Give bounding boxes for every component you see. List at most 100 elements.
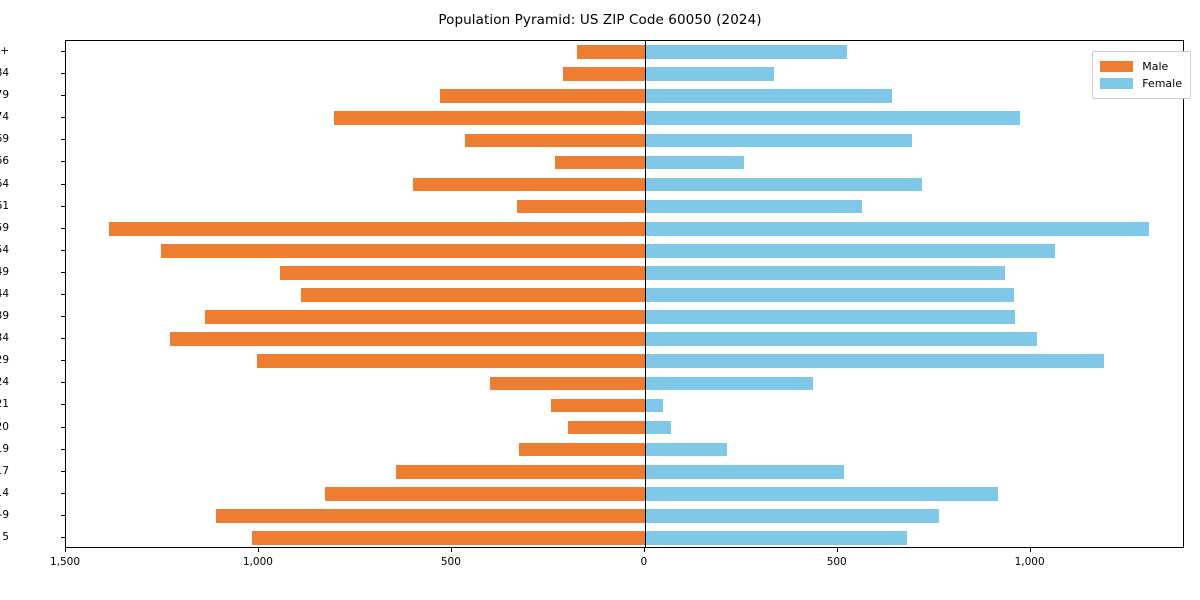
bar-male-22-24 [490,376,645,391]
bar-row [66,420,1183,435]
x-tick-mark [65,548,66,552]
bar-row [66,354,1183,369]
bar-row [66,111,1183,126]
y-tick-mark [61,448,65,450]
bar-row [66,243,1183,258]
bar-female-67-69 [644,133,913,148]
y-tick-label: 20 [0,420,9,433]
y-tick-mark [61,338,65,340]
x-tick-label: 1,000 [1014,556,1045,568]
bar-male-45-49 [280,266,645,280]
bar-female-50-54 [644,243,1055,258]
y-tick-label: 65-66 [0,155,9,168]
y-tick-label: 55-59 [0,221,9,234]
bar-female-85- [644,45,848,59]
y-tick-label: 18-19 [0,442,9,455]
y-tick-label: 60-61 [0,199,9,212]
bar-row [66,464,1183,479]
bar-row [66,155,1183,170]
y-tick-label: 22-24 [0,376,9,389]
legend-label-male: Male [1142,60,1169,73]
bar-row [66,89,1183,104]
bar-male-70-74 [334,111,645,126]
y-tick-mark [61,536,65,538]
zero-axis-line [644,41,646,547]
legend-item-female[interactable]: Female [1100,75,1182,92]
bar-row [66,531,1183,545]
bar-female-20 [644,420,672,435]
y-tick-mark [61,51,65,53]
legend-item-male[interactable]: Male [1100,58,1182,75]
x-tick-mark [836,548,838,552]
y-tick-mark [61,271,65,273]
y-tick-label: 35-39 [0,310,9,323]
bar-male-5-9 [216,509,645,523]
bar-female-10-14 [644,486,998,501]
bar-female-25-29 [644,354,1104,369]
y-tick-mark [61,161,65,163]
bar-row [66,332,1183,346]
y-tick-mark [61,139,65,141]
bar-row [66,266,1183,280]
bar-row [66,376,1183,391]
bar-male-62-64 [413,177,645,192]
x-tick-mark [257,548,259,552]
bar-male-50-54 [161,243,645,258]
bar-male-35-39 [204,310,645,324]
bar-row [66,199,1183,214]
x-tick-label: 0 [640,556,648,568]
y-tick-label: 70-74 [0,111,9,124]
bar-row [66,177,1183,192]
bar-male-85- [577,45,645,59]
bar-male-21 [551,398,645,413]
bar-male-80-84 [562,67,645,81]
y-tick-mark [61,492,65,494]
legend-label-female: Female [1142,77,1182,90]
bar-row [66,509,1183,523]
bar-row [66,398,1183,413]
bar-male-10-14 [325,486,645,501]
bar-female-22-24 [644,376,814,391]
bar-male-25-29 [257,354,645,369]
y-tick-mark [61,294,65,295]
bar-female-60-61 [644,199,862,214]
y-tick-label: 15-17 [0,464,9,477]
bar-row [66,486,1183,501]
y-tick-mark [61,426,65,428]
y-tick-label: 67-69 [0,133,9,146]
y-tick-label: 45-49 [0,265,9,278]
y-tick-mark [61,117,65,119]
bar-female-70-74 [644,111,1020,126]
bar-female-65-66 [644,155,745,170]
y-tick-label: 50-54 [0,243,9,256]
bar-female-under-5 [644,531,908,545]
y-tick-label: 75-79 [0,89,9,102]
y-tick-label: 40-44 [0,288,9,300]
y-tick-label: 30-34 [0,332,9,345]
bar-female-18-19 [644,442,727,457]
x-tick-label: 500 [440,556,461,568]
y-tick-label: 10-14 [0,486,9,499]
bar-female-30-34 [644,332,1037,346]
bar-female-35-39 [644,310,1016,324]
y-tick-mark [61,382,65,384]
bar-male-67-69 [465,133,645,148]
bar-row [66,442,1183,457]
y-tick-mark [61,404,65,406]
bar-row [66,288,1183,302]
bar-male-15-17 [395,464,645,479]
y-tick-mark [61,470,65,472]
bar-female-5-9 [644,509,939,523]
y-tick-mark [61,514,65,516]
bar-male-75-79 [440,89,645,104]
bars-layer [66,41,1183,547]
x-tick-label: 1,000 [242,556,273,568]
bar-female-62-64 [644,177,922,192]
x-tick-mark [643,548,645,552]
bar-row [66,310,1183,324]
legend-swatch-female [1100,78,1134,89]
bar-row [66,67,1183,81]
chart-title: Population Pyramid: US ZIP Code 60050 (2… [438,12,762,28]
bar-male-under-5 [251,531,645,545]
